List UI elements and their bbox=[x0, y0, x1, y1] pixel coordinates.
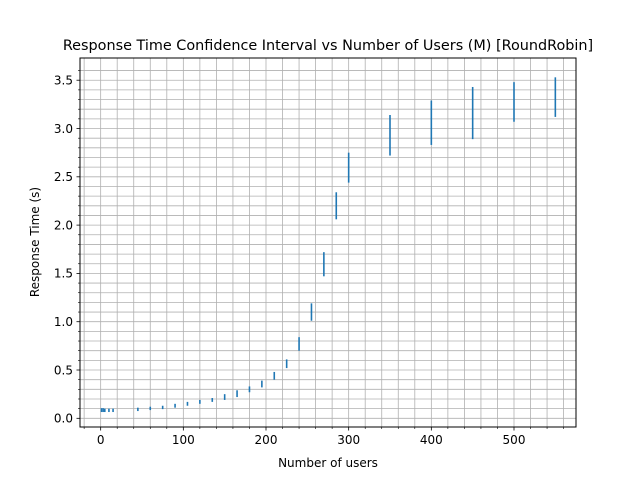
x-tick-label: 200 bbox=[255, 433, 278, 447]
plot-frame bbox=[79, 57, 577, 428]
y-tick-label: 0.5 bbox=[54, 363, 73, 377]
chart-title: Response Time Confidence Interval vs Num… bbox=[63, 38, 593, 54]
y-tick-label: 1.0 bbox=[54, 315, 73, 329]
x-tick-label: 500 bbox=[503, 433, 526, 447]
x-tick-label: 0 bbox=[97, 433, 105, 447]
y-tick-label: 2.0 bbox=[54, 218, 73, 232]
major-grid bbox=[80, 58, 576, 427]
y-tick-label: 3.0 bbox=[54, 122, 73, 136]
y-axis-label: Response Time (s) bbox=[28, 187, 42, 297]
x-axis-label: Number of users bbox=[278, 456, 378, 470]
x-tick-label: 100 bbox=[172, 433, 195, 447]
y-tick-label: 0.0 bbox=[54, 412, 73, 426]
x-tick-label: 400 bbox=[420, 433, 443, 447]
y-tick-label: 1.5 bbox=[54, 267, 73, 281]
minor-grid bbox=[80, 58, 576, 427]
y-tick-label: 2.5 bbox=[54, 170, 73, 184]
x-axis-ticks: 0 100 200 300 400 500 bbox=[83, 427, 564, 447]
x-tick-label: 300 bbox=[337, 433, 360, 447]
errorbar-series bbox=[100, 77, 557, 413]
y-axis-ticks: 0.0 0.5 1.0 1.5 2.0 2.5 3.0 3.5 bbox=[54, 70, 80, 426]
y-tick-label: 3.5 bbox=[54, 74, 73, 88]
